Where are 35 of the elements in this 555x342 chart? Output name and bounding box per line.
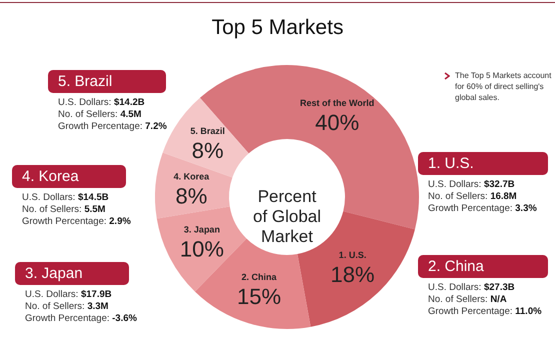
text: 4. Korea xyxy=(12,165,126,188)
text: No. of Sellers: 16.8M xyxy=(427,191,518,203)
text: U.S. Dollars: $32.7B xyxy=(427,179,516,191)
text: 5. Brazil xyxy=(48,70,166,93)
slice-label: 5. Brazil xyxy=(190,126,225,136)
slice-label: 3. Japan xyxy=(184,224,220,234)
slice-label: 4. Korea xyxy=(174,171,210,182)
data-label: 10% xyxy=(180,236,224,262)
text: Percent of Global Market xyxy=(252,187,322,246)
data-label: 8% xyxy=(192,138,224,164)
text: U.S. Dollars: $27.3B xyxy=(427,282,516,294)
chart-title: Top 5 Markets xyxy=(212,16,344,39)
text: Growth Percentage: 7.2% xyxy=(57,121,167,133)
text: Growth Percentage: -3.6% xyxy=(24,313,137,325)
text: No. of Sellers: 3.3M xyxy=(24,301,110,313)
text: No. of Sellers: N/A xyxy=(427,294,508,306)
text: The Top 5 Markets account for 60% of direct selling's global sales. xyxy=(455,70,552,103)
slice-label: 2. China xyxy=(242,272,278,282)
text: U.S. Dollars: $14.5B xyxy=(21,192,110,204)
slice-label: 1. U.S. xyxy=(338,250,366,260)
text: 2. China xyxy=(418,255,548,278)
data-label: 40% xyxy=(315,110,360,136)
text: 1. U.S. xyxy=(418,152,548,175)
text: No. of Sellers: 5.5M xyxy=(21,204,106,216)
text: U.S. Dollars: $17.9B xyxy=(24,289,113,301)
data-label: 15% xyxy=(237,284,282,309)
text: Growth Percentage: 3.3% xyxy=(427,203,538,215)
slice-label: Rest of the World xyxy=(300,98,374,108)
text: 3. Japan xyxy=(15,262,129,285)
data-label: 18% xyxy=(330,262,375,288)
text: No. of Sellers: 4.5M xyxy=(57,109,142,121)
text: U.S. Dollars: $14.2B xyxy=(57,97,146,109)
text: Growth Percentage: 2.9% xyxy=(21,216,131,228)
data-label: 8% xyxy=(175,183,208,208)
text: Growth Percentage: 11.0% xyxy=(427,306,543,318)
